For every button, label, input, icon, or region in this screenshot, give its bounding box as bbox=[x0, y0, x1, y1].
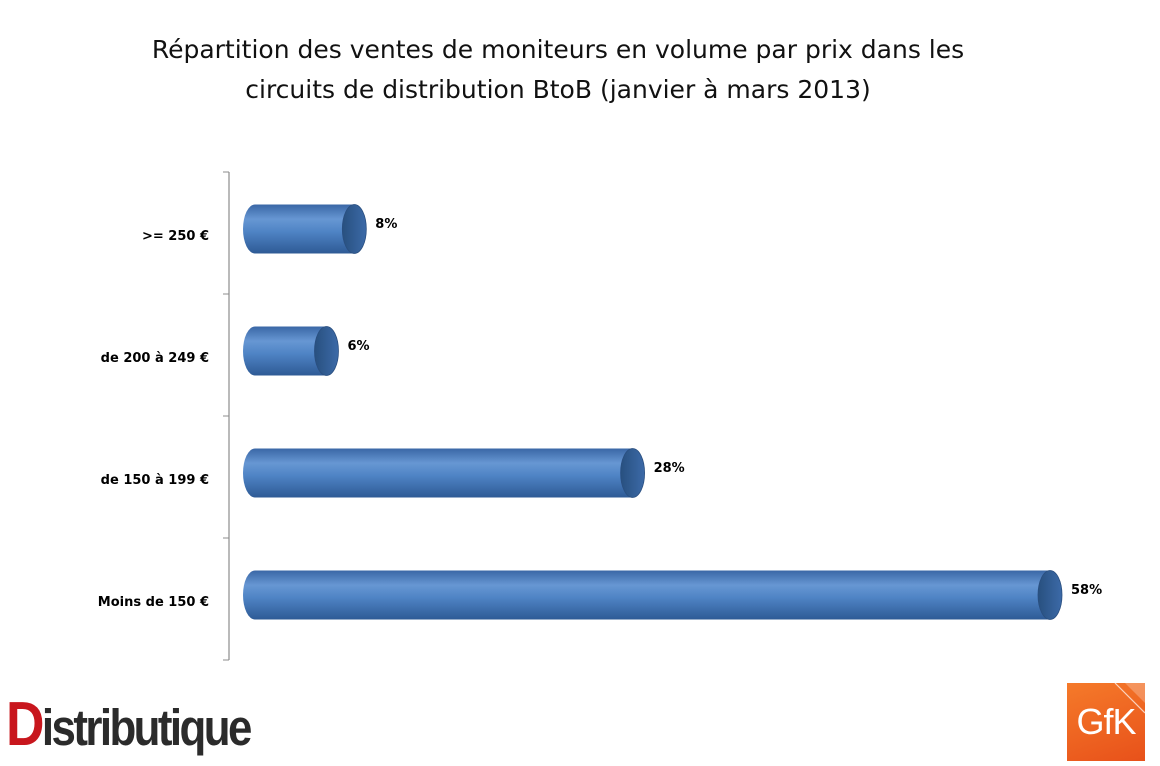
bar bbox=[243, 448, 633, 498]
gfk-logo: GfK bbox=[1067, 683, 1145, 761]
bar bbox=[243, 326, 327, 376]
bar-end-cap bbox=[314, 326, 339, 376]
value-label: 6% bbox=[347, 339, 369, 354]
bar-end-cap bbox=[1037, 570, 1063, 620]
category-label: de 200 à 249 € bbox=[101, 351, 209, 366]
bars bbox=[243, 204, 1063, 620]
y-axis bbox=[223, 171, 230, 661]
category-label: Moins de 150 € bbox=[98, 595, 209, 610]
value-label: 28% bbox=[654, 461, 685, 476]
chart-title-line-1: Répartition des ventes de moniteurs en v… bbox=[151, 35, 965, 64]
bar bbox=[243, 570, 1050, 620]
bar bbox=[243, 204, 355, 254]
labels: >= 250 € 8% de 200 à 249 € 6% de 150 à 199 €… bbox=[98, 217, 1102, 610]
value-label: 8% bbox=[375, 217, 397, 232]
chart-title-line-2: circuits de distribution BtoB (janvier à… bbox=[245, 75, 871, 104]
chart-title: Répartition des ventes de moniteurs en v… bbox=[0, 30, 1116, 110]
distributique-logo: Distributique bbox=[6, 690, 252, 759]
category-label: de 150 à 199 € bbox=[101, 473, 209, 488]
value-label: 58% bbox=[1071, 583, 1102, 598]
bar-end-cap bbox=[341, 204, 367, 254]
category-label: >= 250 € bbox=[142, 229, 209, 244]
bar-end-cap bbox=[620, 448, 645, 498]
